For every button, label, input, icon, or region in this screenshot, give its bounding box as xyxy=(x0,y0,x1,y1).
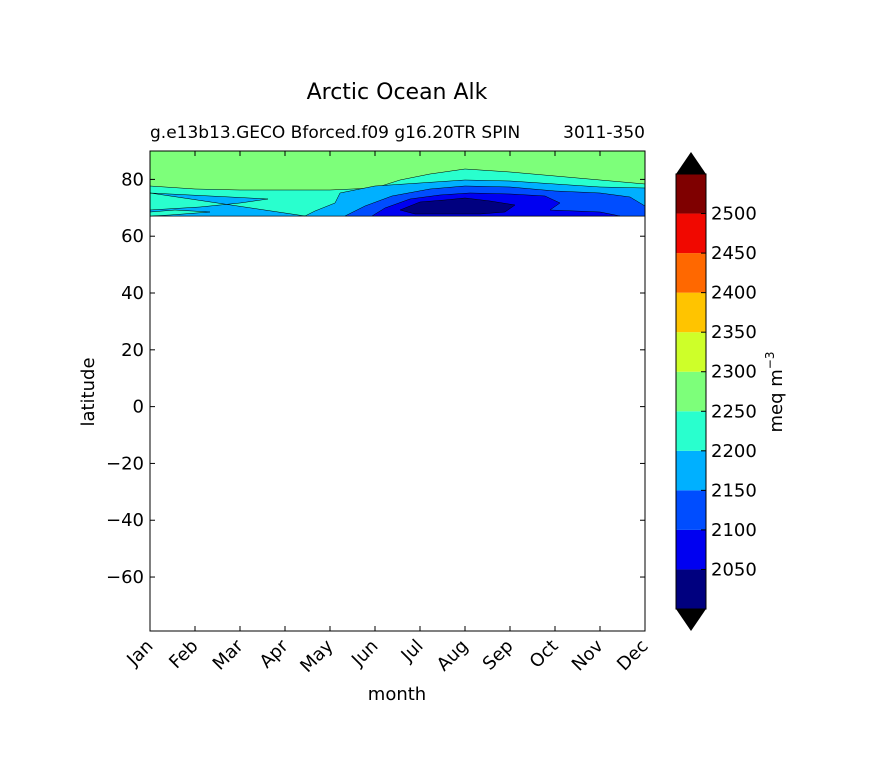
x-tick-label: Dec xyxy=(613,636,652,675)
colorbar-band xyxy=(676,371,706,412)
x-tick-label: Oct xyxy=(526,636,563,673)
colorbar-band xyxy=(676,174,706,214)
x-tick-label: Nov xyxy=(568,635,608,675)
colorbar-band xyxy=(676,213,706,254)
y-tick-label: 80 xyxy=(121,169,144,190)
y-tick-label: 20 xyxy=(121,340,144,361)
colorbar-tick-label: 2200 xyxy=(711,441,757,462)
y-axis: 80 60 40 20 0 −20 −40 −60 xyxy=(106,169,645,588)
colorbar-tick-label: 2150 xyxy=(711,480,757,501)
chart-title: Arctic Ocean Alk xyxy=(307,80,488,105)
colorbar-tick-label: 2050 xyxy=(711,559,757,580)
colorbar-band xyxy=(676,292,706,333)
colorbar-tick-label: 2400 xyxy=(711,283,757,304)
colorbar-band xyxy=(676,569,706,609)
x-tick-label: Sep xyxy=(479,636,518,675)
contour-band-2000 xyxy=(399,197,516,215)
y-tick-label: −20 xyxy=(106,453,144,474)
chart-subtitle-right: 3011-350 xyxy=(563,123,645,143)
colorbar-extend-bottom xyxy=(676,609,706,631)
colorbar-band xyxy=(676,529,706,570)
x-tick-label: Feb xyxy=(165,636,202,673)
colorbar-tick-label: 2250 xyxy=(711,401,757,422)
contour-fill-layer xyxy=(150,151,645,217)
x-tick-label: Apr xyxy=(256,635,293,672)
colorbar-tick-label: 2100 xyxy=(711,520,757,541)
colorbar-tick-label: 2300 xyxy=(711,362,757,383)
colorbar-tick-label: 2350 xyxy=(711,322,757,343)
x-tick-label: May xyxy=(296,635,337,676)
colorbar: 2050 2100 2150 2200 2250 2300 2350 2400 2450 2500 xyxy=(675,152,757,631)
colorbar-tick-label: 2450 xyxy=(711,243,757,264)
x-tick-label: Mar xyxy=(209,635,248,674)
x-tick-label: Jun xyxy=(347,636,382,671)
colorbar-band xyxy=(676,450,706,491)
chart-subtitle-left: g.e13b13.GECO Bforced.f09 g16.20TR SPIN xyxy=(150,123,520,143)
plot-frame xyxy=(149,150,646,632)
colorbar-band xyxy=(676,411,706,451)
y-tick-label: 60 xyxy=(121,226,144,247)
x-axis-label: month xyxy=(368,684,426,705)
x-tick-label: Jul xyxy=(397,636,428,667)
y-tick-label: −60 xyxy=(106,567,144,588)
colorbar-label: meq m−3 xyxy=(763,352,787,433)
x-tick-label: Aug xyxy=(433,636,473,676)
colorbar-band xyxy=(676,253,706,293)
contour-sliver-left xyxy=(150,209,211,217)
y-axis-label: latitude xyxy=(78,357,99,426)
y-tick-label: −40 xyxy=(106,510,144,531)
colorbar-band xyxy=(676,490,706,530)
colorbar-band xyxy=(676,332,706,372)
colorbar-frame xyxy=(675,173,707,610)
colorbar-tick-label: 2500 xyxy=(711,204,757,225)
x-tick-label: Jan xyxy=(122,636,157,671)
y-tick-label: 40 xyxy=(121,283,144,304)
plot-background xyxy=(150,151,645,631)
y-tick-label: 0 xyxy=(133,397,144,418)
colorbar-extend-top xyxy=(676,152,706,174)
